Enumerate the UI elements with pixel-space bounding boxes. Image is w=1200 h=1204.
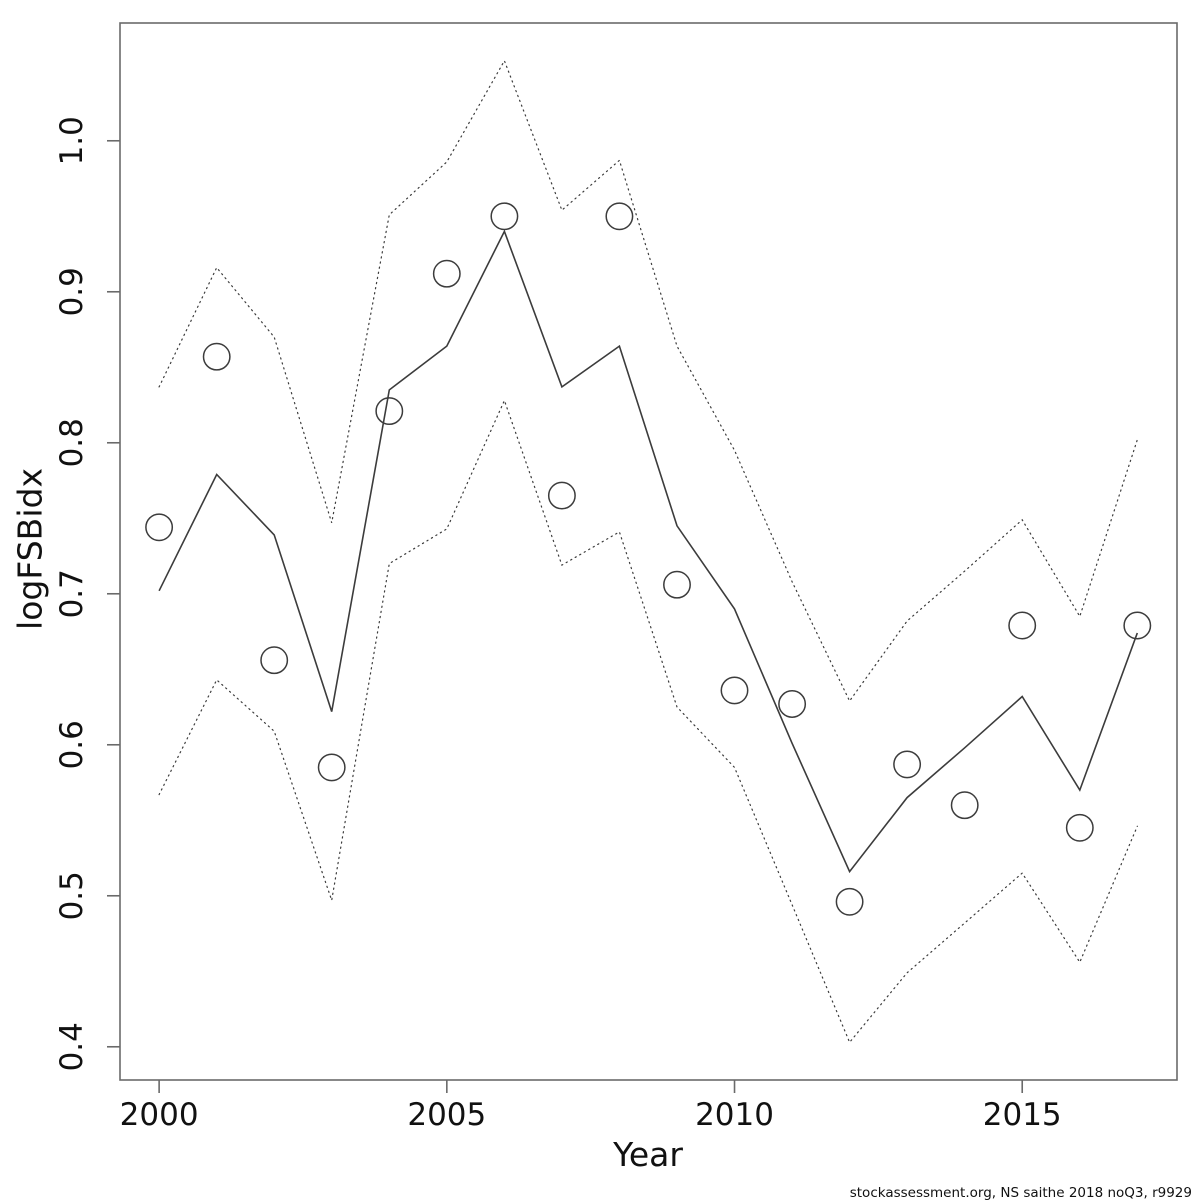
observed-point: [1123, 611, 1152, 640]
x-axis-title: Year: [612, 1135, 683, 1174]
observed-point: [778, 690, 807, 718]
observed-point: [1065, 813, 1094, 842]
observed-point: [1008, 611, 1037, 640]
y-axis-title: logFSBidx: [11, 468, 50, 630]
series-points: [145, 202, 1152, 916]
y-tick-label: 0.9: [54, 267, 90, 316]
x-tick-label: 2005: [407, 1097, 486, 1133]
y-axis-ticks: 0.4 0.5 0.6 0.7 0.8 0.9 1.0: [54, 116, 120, 1071]
x-tick-label: 2000: [120, 1097, 199, 1133]
observed-point: [605, 202, 634, 231]
observed-point: [145, 513, 174, 542]
y-tick-label: 0.4: [54, 1022, 90, 1071]
y-tick-label: 0.5: [54, 871, 90, 920]
observed-point: [432, 259, 461, 288]
observed-point: [490, 202, 519, 231]
observed-point: [720, 676, 749, 705]
y-tick-label: 0.8: [54, 418, 90, 467]
observed-point: [663, 570, 691, 599]
y-tick-label: 0.7: [54, 569, 90, 618]
fitted-line: [158, 229, 1139, 874]
upper-ci-line: [158, 59, 1138, 703]
observed-point: [547, 481, 576, 510]
x-axis-ticks: 2000 2005 2010 2015: [120, 1080, 1062, 1133]
observed-point: [375, 397, 404, 426]
observed-point: [893, 750, 922, 779]
series-lines: [158, 59, 1139, 1044]
y-tick-label: 0.6: [54, 720, 90, 769]
x-tick-label: 2010: [695, 1097, 774, 1133]
lower-ci-line: [158, 398, 1138, 1044]
observed-point: [835, 887, 864, 916]
plot-frame: [119, 22, 1178, 1081]
observed-point: [950, 791, 979, 820]
x-tick-label: 2015: [983, 1097, 1062, 1133]
observed-point: [317, 753, 346, 782]
observed-point: [202, 342, 231, 371]
y-tick-label: 1.0: [54, 116, 90, 165]
observed-point: [260, 646, 289, 675]
footer-attribution: stockassessment.org, NS saithe 2018 noQ3…: [850, 1185, 1192, 1200]
